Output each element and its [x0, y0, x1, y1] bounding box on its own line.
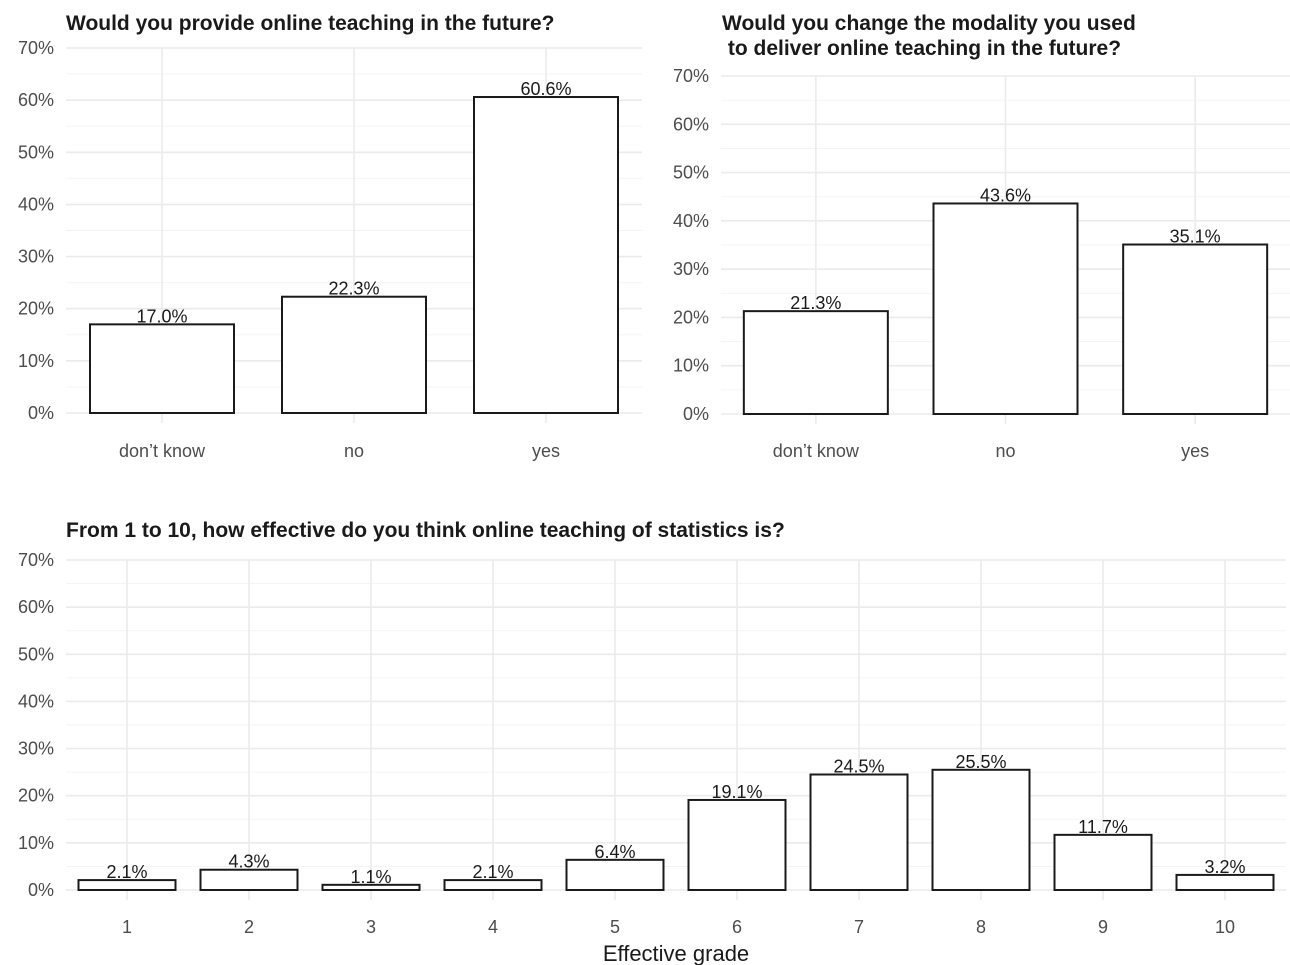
x-tick-label: 5	[610, 917, 620, 937]
y-tick-label: 50%	[18, 142, 54, 162]
y-tick-label: 10%	[18, 833, 54, 853]
chart-panel-1: 0% 10% 20% 30% 40% 50% 60% 70% 17.0% 22.3% 60.6% do…	[18, 12, 642, 461]
x-tick-label: 7	[854, 917, 864, 937]
x-tick-label: don’t know	[773, 441, 860, 461]
chart-title: Would you provide online teaching in the…	[66, 12, 554, 35]
y-tick-label: 50%	[18, 644, 54, 664]
x-tick-label: 8	[976, 917, 986, 937]
bar-2	[199, 868, 299, 892]
x-tick-label: 9	[1098, 917, 1108, 937]
data-label: 22.3%	[328, 279, 379, 299]
y-tick-label: 70%	[673, 66, 709, 86]
y-tick-label: 60%	[673, 114, 709, 134]
chart-title: Would you change the modality you used t…	[722, 12, 1136, 60]
data-label: 2.1%	[472, 862, 513, 882]
bar-don’t know	[742, 310, 889, 415]
x-tick-label: no	[995, 441, 1015, 461]
bar-5	[565, 858, 665, 891]
bar-yes	[473, 96, 619, 414]
data-label: 19.1%	[711, 782, 762, 802]
y-tick-label: 20%	[18, 786, 54, 806]
x-tick-label: yes	[532, 441, 560, 461]
bar-9	[1053, 833, 1153, 891]
y-tick-label: 60%	[18, 597, 54, 617]
bar-4	[443, 879, 543, 891]
chart-panel-2: 0% 10% 20% 30% 40% 50% 60% 70% 21.3% 43.6% 35.1% do…	[673, 12, 1290, 461]
bar-6	[687, 798, 787, 892]
y-tick-label: 10%	[673, 356, 709, 376]
x-tick-label: don’t know	[119, 441, 206, 461]
data-label: 2.1%	[106, 862, 147, 882]
x-tick-label: no	[344, 441, 364, 461]
bar-8	[931, 768, 1031, 891]
x-axis-title: Effective grade	[603, 941, 749, 965]
y-tick-label: 0%	[28, 403, 54, 423]
bar-no	[932, 202, 1079, 415]
y-tick-label: 20%	[673, 307, 709, 327]
data-label: 4.3%	[228, 852, 269, 872]
x-tick-label: 10	[1215, 917, 1235, 937]
y-tick-label: 10%	[18, 351, 54, 371]
data-label: 43.6%	[980, 185, 1031, 205]
data-label: 35.1%	[1170, 227, 1221, 247]
data-label: 25.5%	[955, 752, 1006, 772]
x-tick-label: 3	[366, 917, 376, 937]
y-tick-label: 60%	[18, 90, 54, 110]
bar-7	[809, 773, 909, 891]
x-tick-label: yes	[1181, 441, 1209, 461]
data-label: 11.7%	[1078, 817, 1128, 837]
y-tick-label: 30%	[18, 247, 54, 267]
bar-10	[1175, 873, 1275, 892]
bar-1	[77, 879, 177, 891]
y-tick-label: 0%	[28, 880, 54, 900]
bar-yes	[1122, 243, 1269, 415]
bar-don’t know	[89, 323, 235, 415]
data-label: 60.6%	[520, 79, 571, 99]
bar-no	[281, 295, 427, 415]
x-tick-label: 1	[122, 917, 132, 937]
bar-3	[321, 883, 421, 891]
data-label: 21.3%	[790, 293, 841, 313]
x-tick-label: 2	[244, 917, 254, 937]
y-tick-label: 40%	[18, 194, 54, 214]
y-tick-label: 20%	[18, 299, 54, 319]
x-tick-label: 6	[732, 917, 742, 937]
x-tick-label: 4	[488, 917, 498, 937]
data-label: 6.4%	[594, 842, 635, 862]
y-tick-label: 70%	[18, 550, 54, 570]
y-tick-label: 0%	[683, 404, 709, 424]
chart-title: From 1 to 10, how effective do you think…	[66, 519, 785, 542]
y-tick-label: 70%	[18, 38, 54, 58]
data-label: 17.0%	[136, 306, 187, 326]
y-tick-label: 30%	[18, 739, 54, 759]
data-label: 3.2%	[1204, 857, 1245, 877]
y-tick-label: 50%	[673, 163, 709, 183]
data-label: 24.5%	[833, 757, 884, 777]
data-label: 1.1%	[350, 867, 391, 887]
y-tick-label: 30%	[673, 259, 709, 279]
chart-panel-3: 0% 10% 20% 30% 40% 50% 60% 70% 2.1% 4.3% 1.1% 2.1% 6…	[18, 519, 1286, 965]
y-tick-label: 40%	[18, 691, 54, 711]
y-tick-label: 40%	[673, 211, 709, 231]
